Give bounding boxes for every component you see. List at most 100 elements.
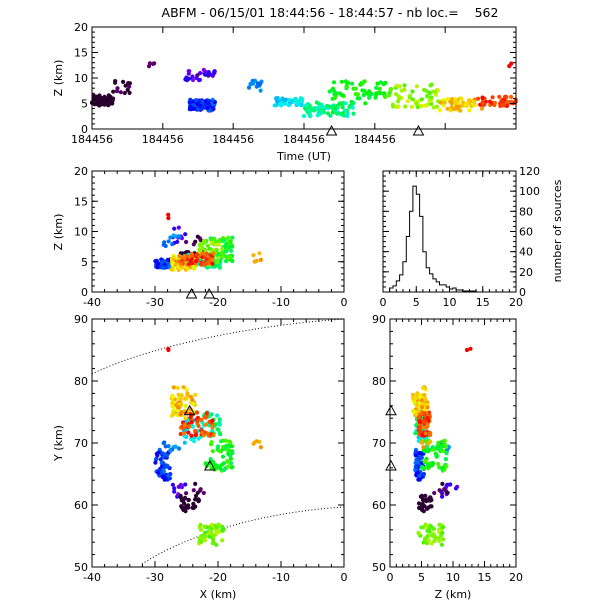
plan-view-source-point <box>195 415 200 420</box>
z-y-view-source-point <box>443 457 448 462</box>
plan-view-source-point <box>172 489 177 494</box>
z-y-view-source-point <box>442 442 447 447</box>
z-y-view-source-point <box>455 484 460 489</box>
plan-view-source-point <box>210 537 216 542</box>
x-height-source-point <box>223 259 229 264</box>
plan-view-source-point <box>207 534 212 539</box>
plan-view-source-point <box>193 428 198 433</box>
time-height-source-point <box>188 104 193 110</box>
plan-view-source-point <box>215 464 220 469</box>
z-y-view-source-point <box>436 461 441 467</box>
time-height-source-point <box>309 106 314 111</box>
z-y-view-source-point <box>430 445 435 450</box>
time-height-x-tick-label: 184456 <box>142 133 184 146</box>
time-height-source-point <box>125 87 130 92</box>
x-height-source-point <box>166 261 171 266</box>
plan-view-source-point <box>215 413 220 418</box>
z-y-view-source-point <box>418 494 423 499</box>
time-height-source-point <box>212 100 217 105</box>
x-height-source-point <box>170 261 175 266</box>
z-y-view-source-point <box>420 465 425 471</box>
time-height-source-point <box>436 88 441 93</box>
station-marker <box>203 287 216 299</box>
time-height-source-point <box>340 105 345 110</box>
x-height-source-point <box>171 255 176 260</box>
station-marker <box>412 124 425 136</box>
plan-view-source-point <box>228 440 233 445</box>
time-height-y-tick-label: 5 <box>81 98 88 111</box>
plan-view-source-point <box>213 422 218 427</box>
time-height-source-point <box>113 80 118 85</box>
time-height-source-point <box>393 104 398 109</box>
z-y-view-source-point <box>428 430 433 436</box>
x-height-source-point <box>252 259 257 264</box>
plan-view-source-point <box>199 539 204 545</box>
x-height-x-tick-label: -40 <box>83 296 101 309</box>
z-y-view-source-point <box>419 440 424 445</box>
x-height-x-tick-label: -10 <box>272 296 290 309</box>
time-height-y-axis-label: Z (km) <box>52 60 65 97</box>
time-height-source-point <box>383 80 388 85</box>
plan-view-source-point <box>175 385 180 390</box>
time-height-source-point <box>301 114 307 119</box>
x-height-source-point <box>210 257 215 262</box>
time-height-source-point <box>191 106 196 111</box>
x-height-source-point <box>189 251 194 257</box>
time-height-source-point <box>106 103 111 108</box>
time-height-y-tick-label: 0 <box>81 123 88 136</box>
x-height-source-point <box>183 232 188 237</box>
plan-view-source-point <box>178 412 183 417</box>
x-height-source-point <box>184 239 189 245</box>
plan-view-source-point <box>221 438 226 443</box>
time-height-source-point <box>394 83 399 88</box>
plan-view-y-tick-label: 60 <box>74 499 88 512</box>
x-height-source-point <box>178 254 183 260</box>
time-height-source-point <box>118 90 123 95</box>
plan-view-source-point <box>203 422 208 427</box>
plan-view-source-point <box>185 393 190 398</box>
plan-view-source-point <box>195 490 200 495</box>
plan-view-source-point <box>207 531 212 536</box>
plan-view-source-point <box>171 411 176 416</box>
time-height-source-point <box>281 97 286 103</box>
time-height-source-point <box>396 94 401 99</box>
plan-view-source-point <box>210 425 215 430</box>
time-height-source-point <box>480 95 485 101</box>
z-y-view-y-tick-label: 60 <box>372 499 386 512</box>
plan-view-source-point <box>225 458 230 463</box>
time-height-source-point <box>337 91 342 96</box>
plan-view-source-point <box>178 397 183 402</box>
z-y-view-source-point <box>421 418 426 424</box>
time-height-source-point <box>374 85 379 90</box>
z-y-view-x-tick-label: 15 <box>478 571 492 584</box>
time-height-source-point <box>437 108 442 113</box>
z-y-view-source-point <box>417 412 422 417</box>
z-y-view-source-point <box>445 482 450 487</box>
x-height-source-point <box>163 243 168 249</box>
time-height-y-tick-label: 15 <box>74 47 88 60</box>
plan-view-y-tick-label: 80 <box>74 375 88 388</box>
time-height-source-point <box>410 97 415 102</box>
time-height-source-point <box>333 106 338 111</box>
time-height-source-point <box>258 88 263 93</box>
plan-view-source-point <box>184 491 189 496</box>
x-height-source-point <box>171 233 176 238</box>
time-height-source-point <box>102 100 107 105</box>
plan-view-source-point <box>193 392 198 397</box>
z-y-view-source-point <box>445 490 450 495</box>
time-height-source-point <box>361 92 366 98</box>
z-y-view-source-point <box>441 537 446 542</box>
x-height-source-point <box>226 235 231 240</box>
x-height-source-point <box>216 255 221 260</box>
plan-view-source-point <box>182 501 187 506</box>
x-height-source-point <box>230 235 235 240</box>
time-height-source-point <box>490 95 495 100</box>
time-height-source-point <box>456 100 461 106</box>
time-height-source-point <box>383 94 388 99</box>
x-height-source-point <box>156 261 161 266</box>
x-height-source-point <box>195 234 200 239</box>
x-height-source-point <box>192 266 197 271</box>
x-height-source-point <box>166 212 171 217</box>
z-y-view-source-point <box>440 525 446 530</box>
